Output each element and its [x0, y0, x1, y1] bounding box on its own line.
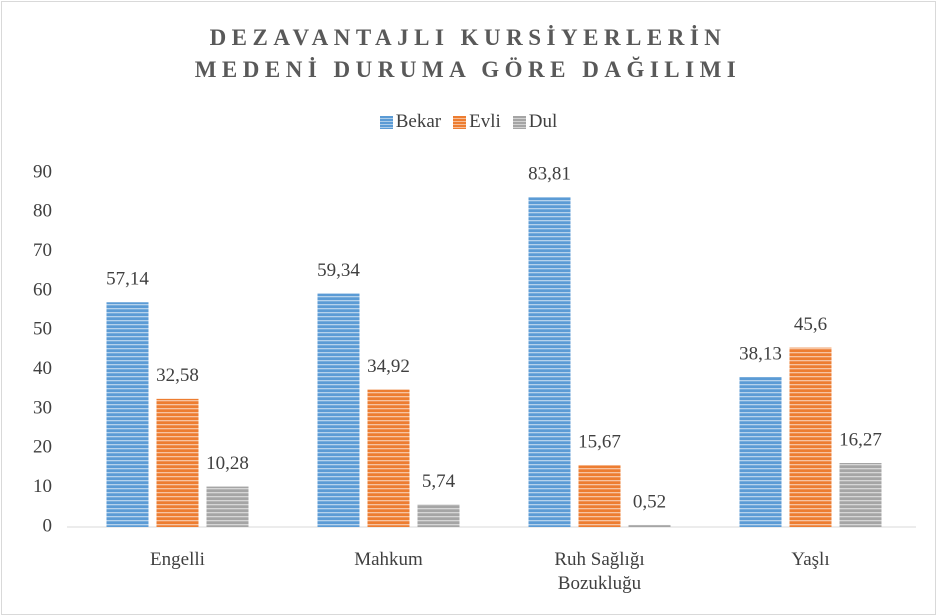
bar	[106, 302, 149, 527]
data-label: 83,81	[528, 164, 571, 185]
data-label: 34,92	[367, 356, 410, 377]
y-tick-label: 70	[33, 240, 52, 261]
y-tick-label: 90	[33, 161, 52, 182]
legend-swatch	[453, 115, 467, 129]
y-tick-label: 40	[33, 358, 52, 379]
y-tick-label: 50	[33, 319, 52, 340]
legend-label: Evli	[469, 111, 501, 132]
y-tick-label: 10	[33, 476, 52, 497]
bar	[156, 398, 199, 527]
data-label: 5,74	[422, 471, 456, 492]
x-tick-label: Mahkum	[354, 549, 423, 570]
bar	[367, 389, 410, 527]
data-label: 38,13	[739, 343, 782, 364]
data-label: 32,58	[156, 365, 199, 386]
bar	[628, 524, 671, 527]
data-label: 16,27	[839, 429, 882, 450]
legend-swatch	[512, 115, 526, 129]
data-label: 59,34	[317, 260, 360, 281]
y-tick-label: 60	[33, 279, 52, 300]
bar	[739, 377, 782, 527]
bar	[839, 463, 882, 527]
x-tick-label: Ruh Sağlığı Bozukluğu	[554, 549, 645, 594]
y-tick-label: 20	[33, 437, 52, 458]
legend-label: Bekar	[395, 111, 442, 132]
data-label: 45,6	[794, 314, 827, 335]
legend-item: Evli	[453, 111, 501, 133]
bar	[789, 347, 832, 527]
y-tick-label: 30	[33, 397, 52, 418]
data-label: 0,52	[633, 491, 666, 512]
chart-title: DEZAVANTAJLI KURSİYERLERİN MEDENİ DURUMA…	[194, 25, 742, 82]
data-label: 10,28	[206, 453, 249, 474]
legend-label: Dul	[528, 111, 558, 132]
legend-swatch	[379, 115, 393, 129]
bar	[417, 504, 460, 527]
bar	[317, 293, 360, 527]
data-label: 15,67	[578, 432, 621, 453]
x-tick-label: Yaşlı	[791, 549, 830, 570]
bar	[578, 465, 621, 527]
y-tick-label: 80	[33, 201, 52, 222]
x-tick-label: Engelli	[150, 549, 205, 570]
legend-item: Dul	[512, 111, 558, 133]
bar	[206, 486, 249, 527]
data-label: 57,14	[106, 269, 149, 290]
legend-item: Bekar	[379, 111, 442, 133]
y-tick-label: 0	[43, 515, 53, 536]
bar	[528, 197, 571, 527]
legend: Bekar Evli Dul	[0, 111, 937, 133]
